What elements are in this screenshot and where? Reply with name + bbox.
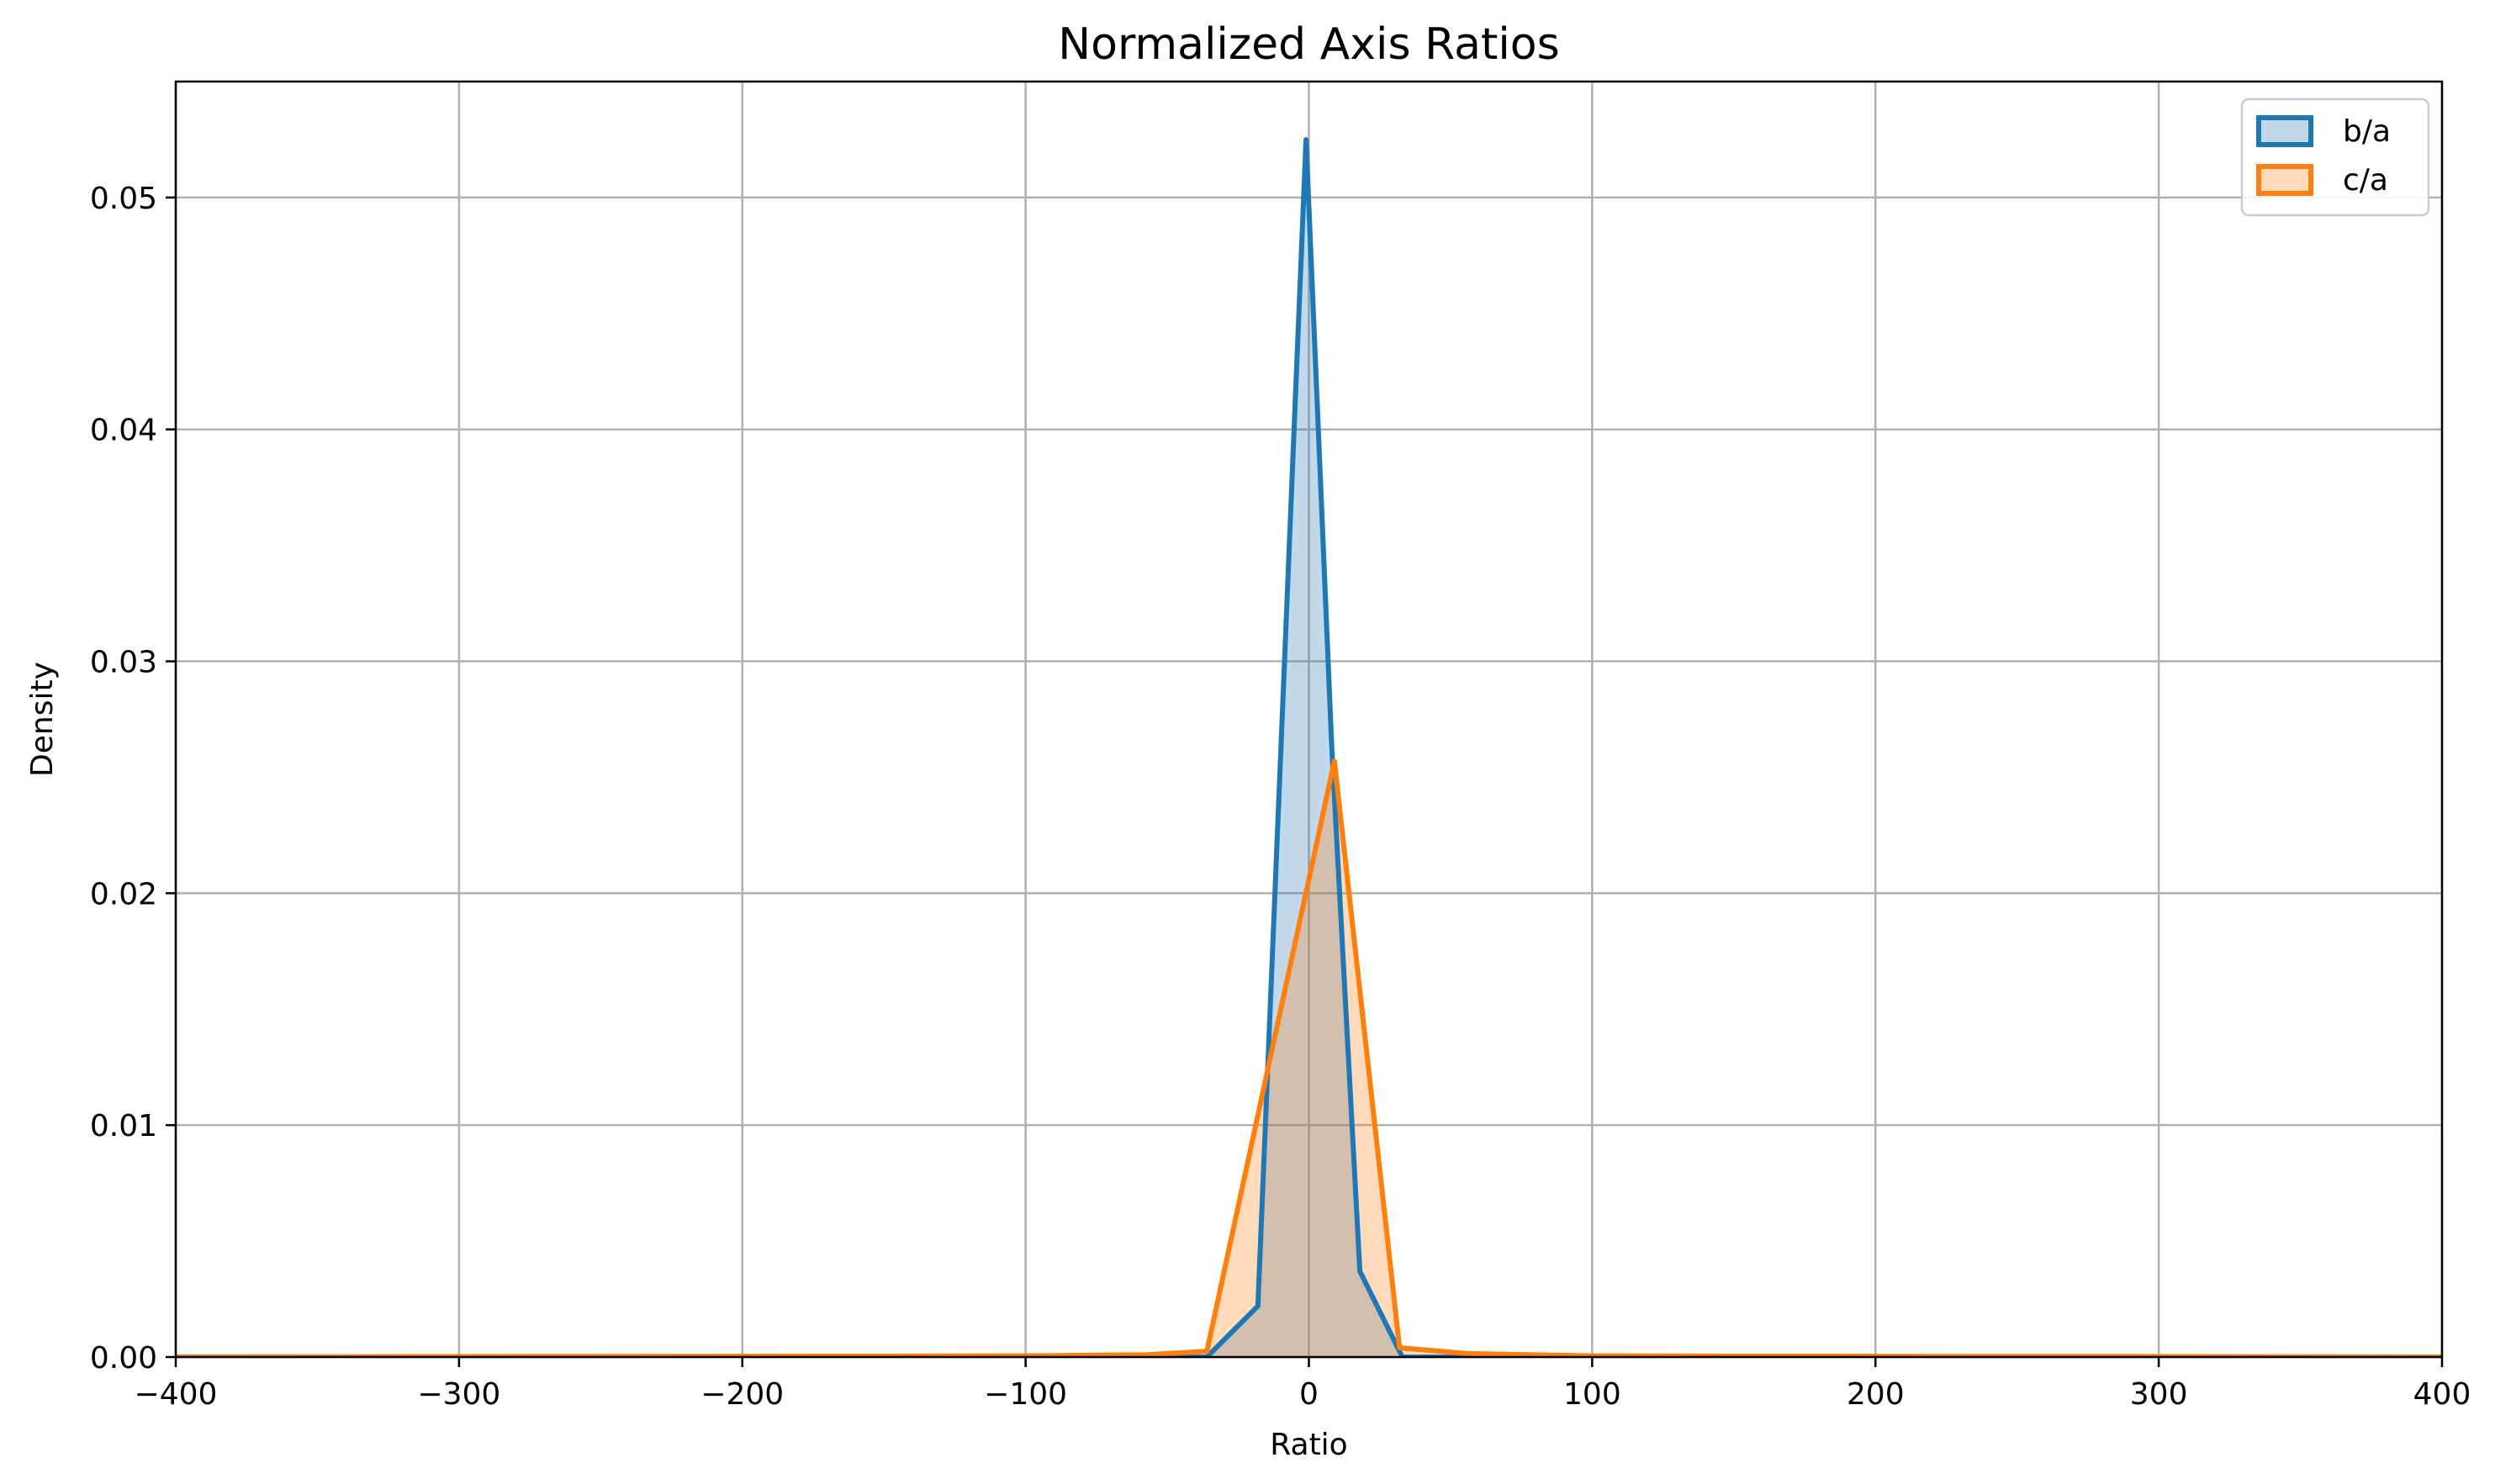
legend-label-b-a: b/a: [2343, 114, 2391, 149]
y-tick-label: 0.04: [90, 414, 157, 448]
legend-box: [2240, 98, 2430, 217]
legend-swatch-b-a: [2256, 115, 2313, 147]
chart-title: Normalized Axis Ratios: [1058, 19, 1559, 70]
x-tick-label: 100: [1563, 1377, 1621, 1412]
x-axis-label: Ratio: [1270, 1428, 1347, 1462]
x-tick-label: 0: [1299, 1377, 1319, 1412]
y-tick-label: 0.02: [90, 877, 157, 911]
legend-label-c-a: c/a: [2343, 163, 2388, 198]
legend: b/a c/a: [2240, 98, 2430, 217]
x-tick-label: 400: [2413, 1377, 2471, 1412]
x-tick-label: −200: [700, 1377, 784, 1412]
y-tick-label: 0.03: [90, 646, 157, 680]
x-tick-label: 200: [1847, 1377, 1905, 1412]
series-area-c-a: [176, 761, 2442, 1357]
x-tick-label: −100: [984, 1377, 1067, 1412]
x-tick-label: −400: [135, 1377, 218, 1412]
series-line-b-a: [176, 136, 2442, 1357]
series-area-b-a: [176, 139, 2442, 1357]
legend-swatch-c-a: [2256, 164, 2313, 196]
x-tick-label: 300: [2130, 1377, 2188, 1412]
y-tick-label: 0.05: [90, 182, 157, 216]
x-tick-label: −300: [417, 1377, 500, 1412]
ticks: −400 −300 −200 −100 0 100 200 300 400 0.00 0.01 0.0…: [90, 182, 2471, 1412]
y-axis-label: Density: [25, 662, 60, 777]
y-tick-label: 0.01: [90, 1109, 157, 1143]
y-tick-label: 0.00: [90, 1341, 157, 1376]
